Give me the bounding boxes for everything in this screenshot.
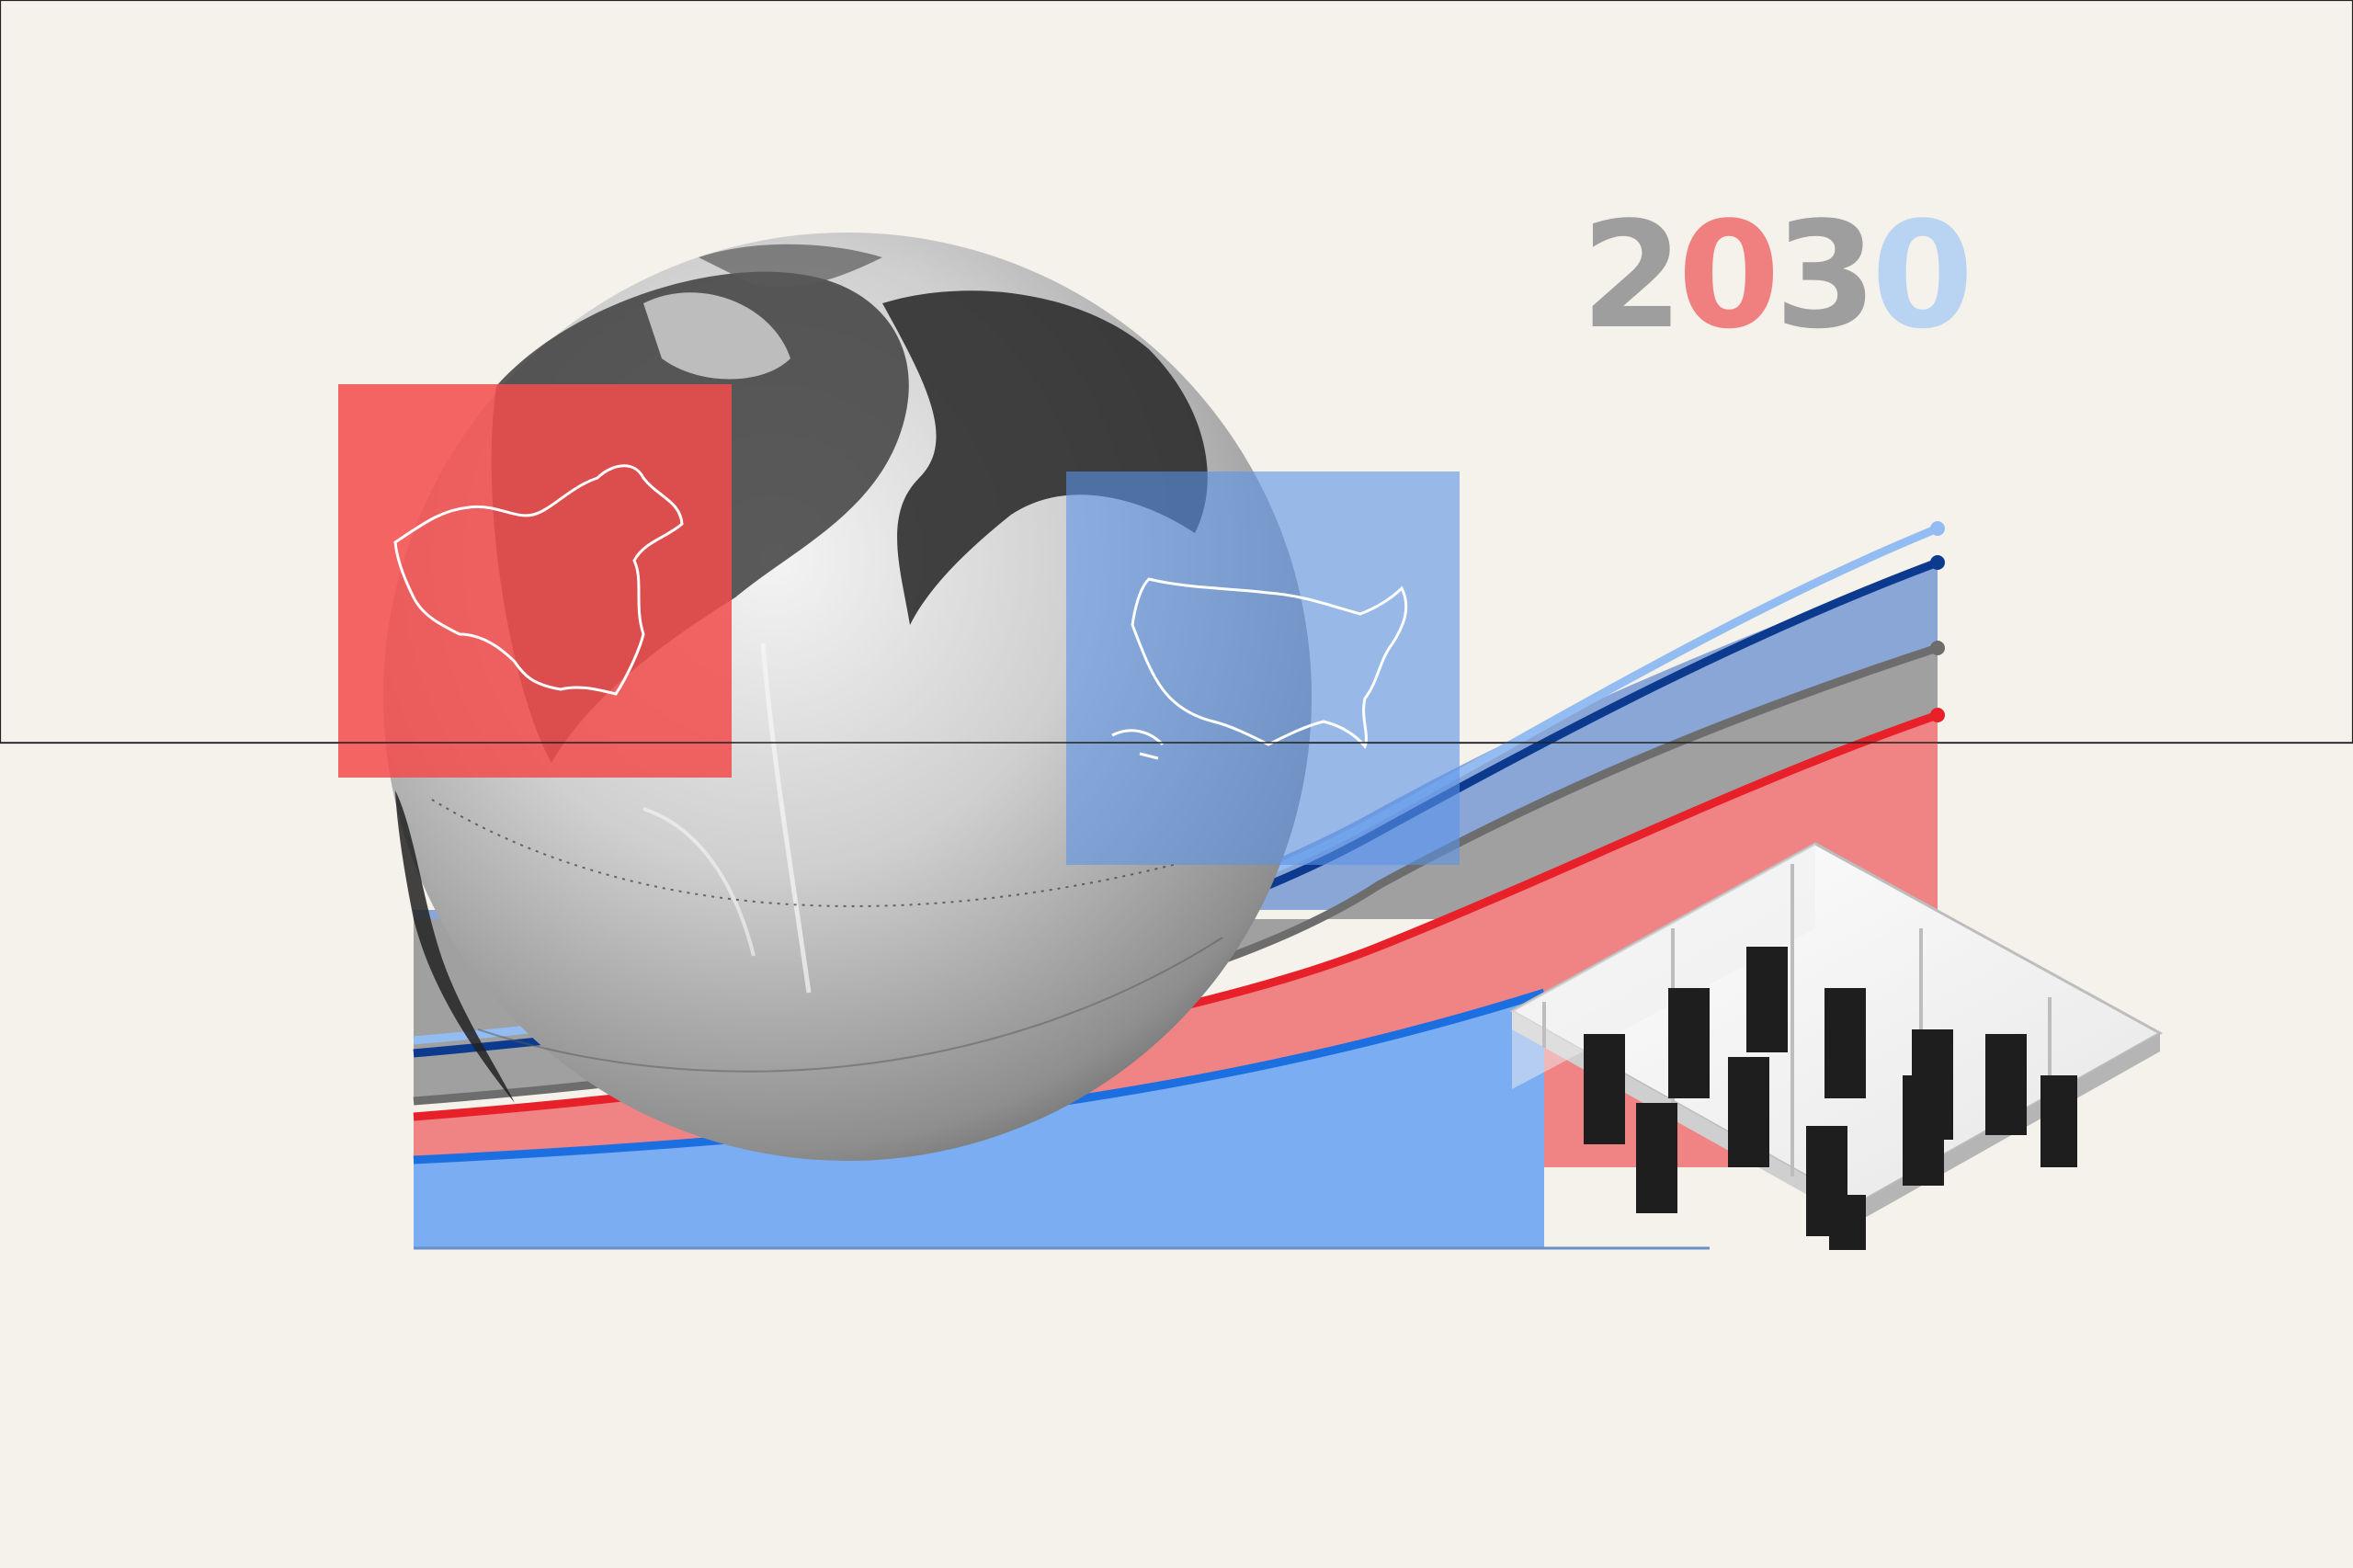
china-outline-icon [393, 464, 684, 696]
year-digit-2: 0 [1677, 189, 1779, 361]
data-center-icon [1508, 842, 2164, 1250]
gray-endpoint [1930, 641, 1945, 655]
year-digit-1: 2 [1581, 189, 1683, 361]
light-blue-endpoint [1930, 521, 1945, 536]
usa-panel [1066, 472, 1460, 865]
red-endpoint [1930, 708, 1945, 722]
year-digit-3: 3 [1774, 189, 1877, 361]
server-rack-grid [1584, 947, 2077, 1250]
usa-outline-icon [1131, 577, 1408, 749]
navy-endpoint [1930, 555, 1945, 570]
china-panel [338, 384, 732, 778]
year-headline: 2030 [1581, 189, 1973, 361]
year-digit-4: 0 [1870, 189, 1973, 361]
